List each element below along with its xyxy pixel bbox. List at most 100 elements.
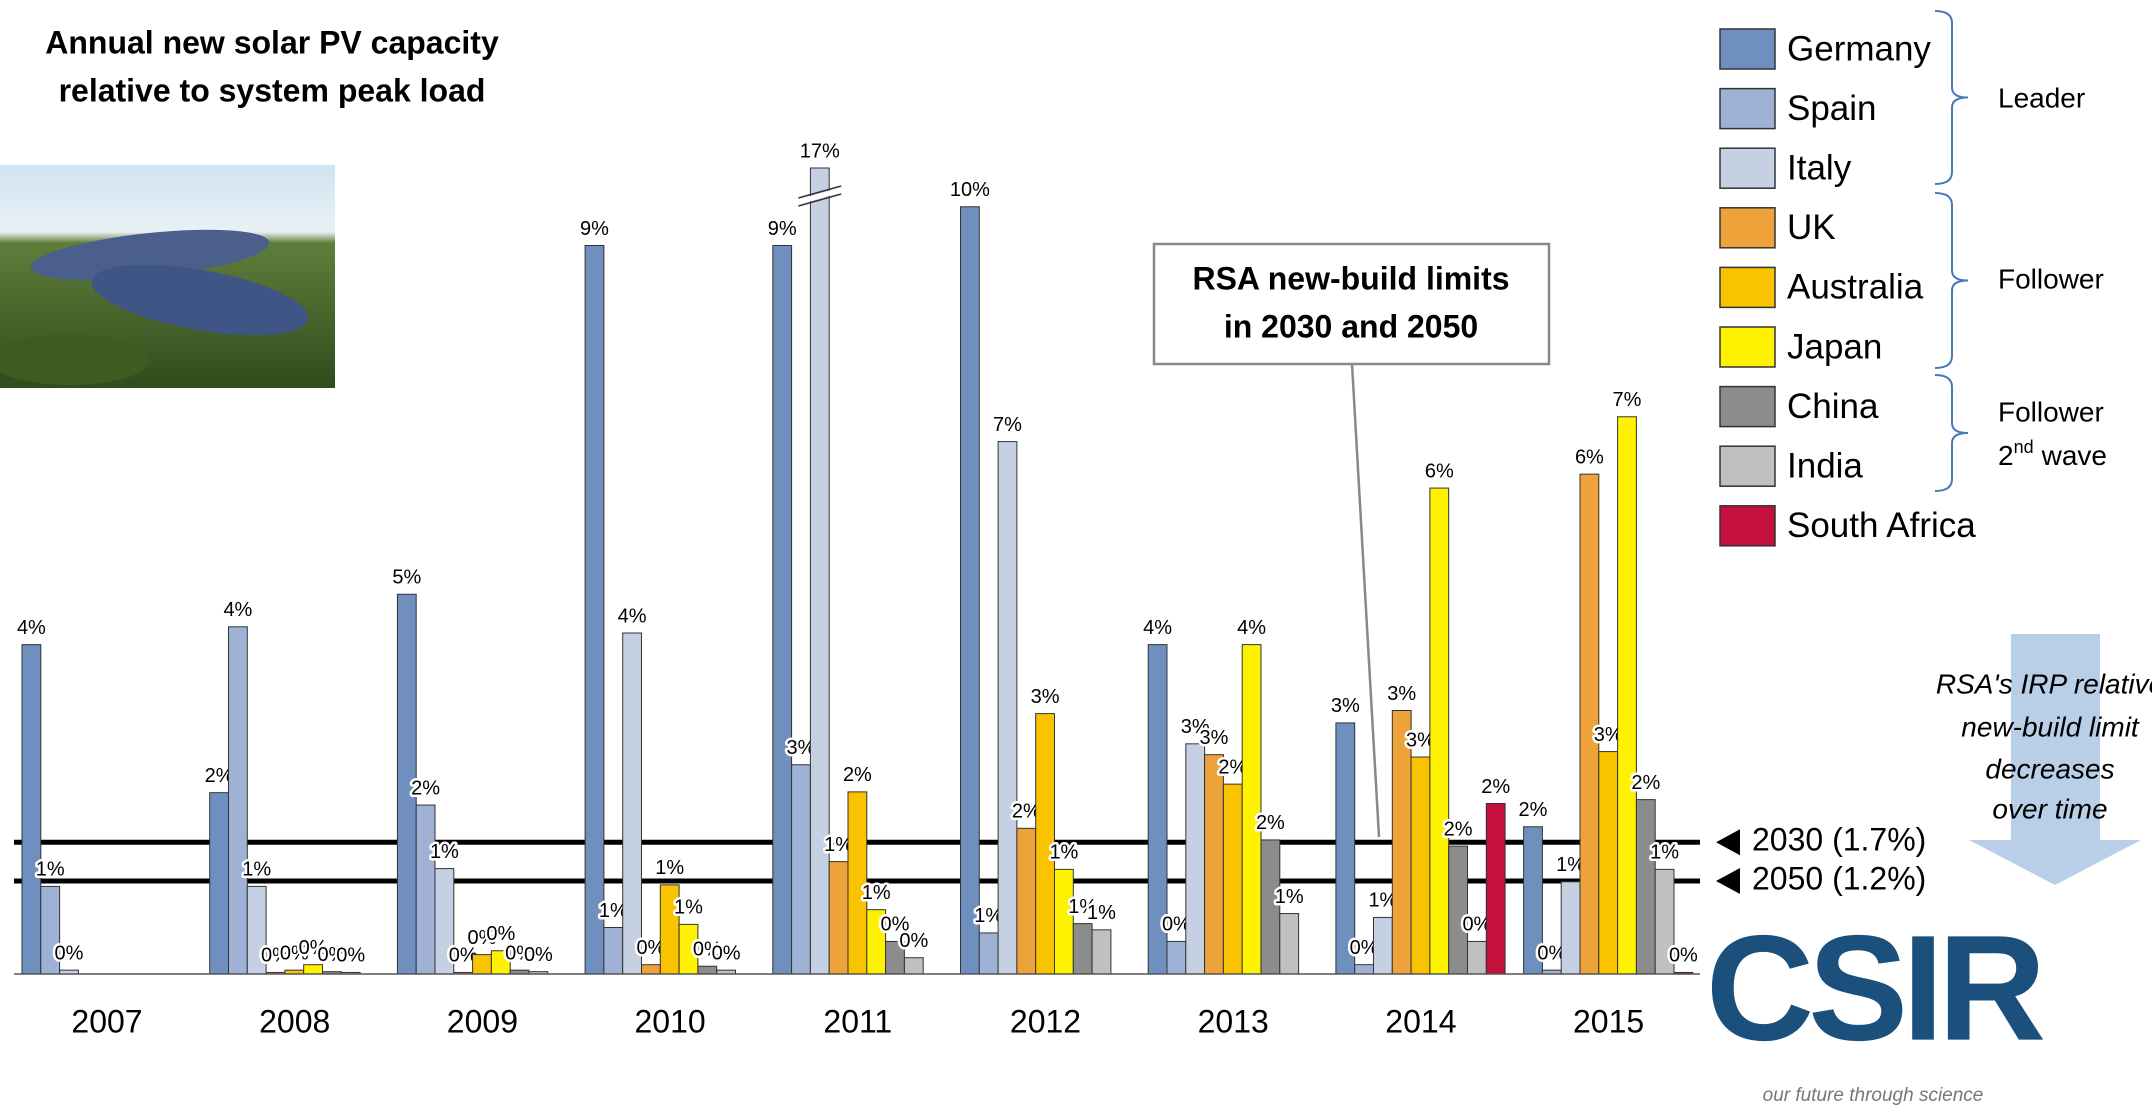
value-label: 1% <box>655 857 684 879</box>
legend-swatch <box>1719 326 1776 368</box>
value-label: 1% <box>674 897 703 919</box>
value-label: 0% <box>468 927 497 949</box>
reference-label: 2050 (1.2%) <box>1752 860 1926 896</box>
value-label: 3% <box>1181 716 1210 738</box>
value-label: 2% <box>1631 772 1660 794</box>
bar <box>978 932 999 975</box>
value-label: 7% <box>993 414 1022 436</box>
value-label: 4% <box>17 617 46 639</box>
legend-group-part: wave <box>2041 440 2107 471</box>
value-label: 4% <box>1237 617 1266 639</box>
legend-brace <box>1934 10 1969 185</box>
legend-label: Spain <box>1787 89 1877 128</box>
callout: RSA new-build limits in 2030 and 2050 <box>1152 242 1551 838</box>
legend-group: Follower <box>1998 263 2104 294</box>
legend-swatch <box>1719 147 1776 189</box>
x-tick-label: 2011 <box>823 1003 892 1039</box>
bar <box>1054 868 1074 975</box>
value-label: 0% <box>1669 945 1698 967</box>
bar <box>1016 827 1037 975</box>
value-label: 1% <box>1275 886 1304 908</box>
value-label: 0% <box>317 944 346 966</box>
value-label: 7% <box>1613 389 1642 411</box>
value-label: 0% <box>336 945 365 967</box>
bar <box>1485 803 1506 975</box>
reference-marker <box>1716 829 1740 856</box>
x-tick-label: 2012 <box>1010 1003 1081 1039</box>
bar <box>1279 913 1300 975</box>
x-tick-label: 2009 <box>447 1003 518 1039</box>
note-text: over time <box>1992 793 2107 824</box>
legend-swatch <box>1719 505 1776 547</box>
value-label: 4% <box>618 605 647 627</box>
reference-marker <box>1716 868 1740 894</box>
bar <box>1560 881 1581 975</box>
legend-label: Germany <box>1787 29 1931 68</box>
bar <box>697 965 718 975</box>
value-label: 2% <box>1481 776 1510 798</box>
value-label: 0% <box>524 944 553 966</box>
value-label: 1% <box>599 900 628 922</box>
bar <box>903 957 924 975</box>
bar <box>1166 940 1187 975</box>
value-label: 0% <box>505 942 534 964</box>
bar <box>1598 751 1619 975</box>
callout-text: in 2030 and 2050 <box>1224 308 1478 344</box>
bar <box>1635 799 1656 975</box>
legend-label: Japan <box>1787 327 1882 366</box>
x-tick-label: 2010 <box>635 1003 706 1039</box>
value-label: 1% <box>862 882 891 904</box>
value-label: 3% <box>1387 683 1416 705</box>
value-label: 2% <box>1256 812 1285 834</box>
legend-brace <box>1934 192 1969 369</box>
logo-tagline: our future through science <box>1763 1085 1984 1106</box>
bar <box>415 804 436 975</box>
bar <box>303 964 324 975</box>
value-label: 5% <box>392 567 421 589</box>
legend-swatch <box>1719 207 1776 249</box>
x-tick-label: 2013 <box>1198 1003 1269 1039</box>
value-label: 1% <box>36 859 65 881</box>
value-label: 1% <box>1068 896 1097 918</box>
value-label: 2% <box>1444 818 1473 840</box>
value-label: 6% <box>1575 446 1604 468</box>
x-tick-label: 2015 <box>1573 1003 1644 1039</box>
legend-swatch <box>1719 445 1776 487</box>
bar <box>1222 783 1243 975</box>
bar <box>1429 487 1450 975</box>
bar <box>21 644 42 975</box>
value-label: 3% <box>1331 695 1360 717</box>
legend-swatch <box>1719 266 1776 309</box>
title: relative to system peak load <box>59 72 486 108</box>
x-tick-label: 2007 <box>71 1003 142 1039</box>
photo <box>0 165 335 388</box>
note-text: decreases <box>1985 753 2114 784</box>
bar <box>1354 964 1374 975</box>
logo: CSIR our future through science <box>1706 904 2050 1106</box>
value-label: 6% <box>1425 460 1454 482</box>
value-label: 1% <box>242 859 271 881</box>
bar <box>228 626 248 975</box>
logo-text: CSIR <box>1706 904 2044 1072</box>
value-label: 9% <box>580 218 609 240</box>
bar <box>1241 644 1262 975</box>
value-label: 1% <box>1087 902 1116 924</box>
value-label: 4% <box>223 599 252 621</box>
bar <box>1617 416 1637 975</box>
bar <box>1072 923 1093 975</box>
value-label: 9% <box>768 218 797 240</box>
bar <box>603 927 624 975</box>
reference-label: 2030 (1.7%) <box>1752 822 1926 858</box>
value-label: 17% <box>800 140 840 162</box>
bar <box>828 861 849 975</box>
bar <box>960 206 980 975</box>
note-text: new-build limit <box>1961 711 2140 742</box>
value-label: 0% <box>899 930 928 952</box>
x-tick-label: 2008 <box>259 1003 330 1039</box>
axis-break <box>798 193 842 207</box>
value-label: 0% <box>261 945 290 967</box>
axis-break <box>798 185 842 199</box>
value-label: 1% <box>430 841 459 863</box>
legend-label: China <box>1787 387 1879 426</box>
